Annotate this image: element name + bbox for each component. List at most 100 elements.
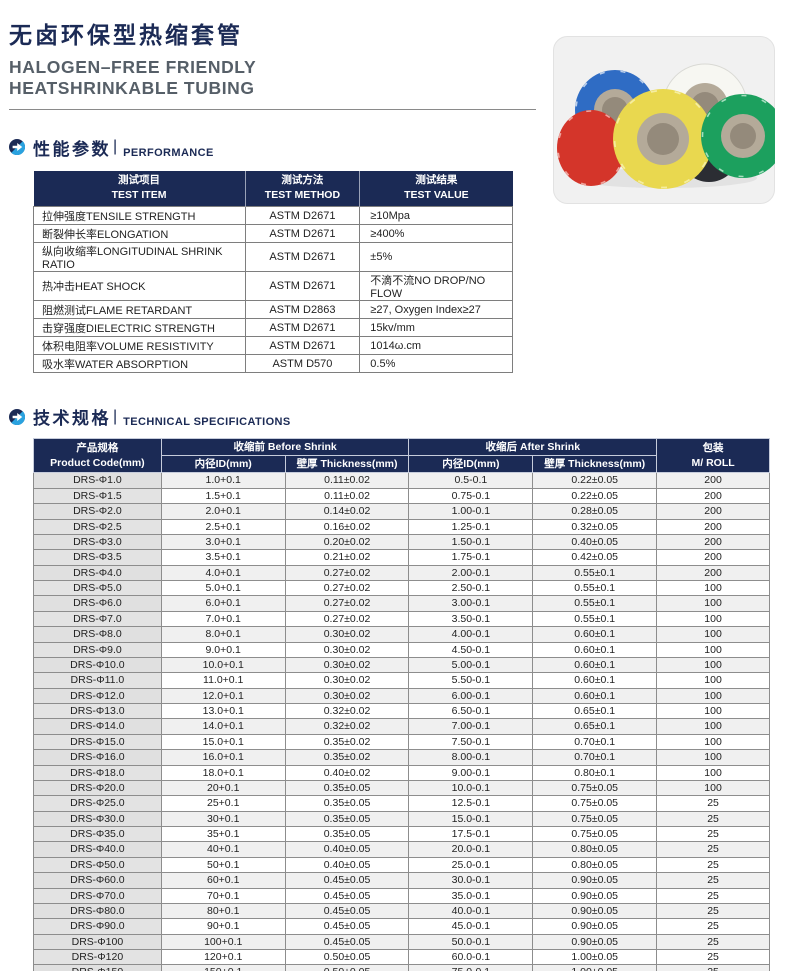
header-cn: 产品规格 bbox=[76, 442, 119, 455]
before-id-cell: 9.0+0.1 bbox=[160, 641, 286, 658]
product-code-cell: DRS-Φ11.0 bbox=[33, 672, 162, 689]
after-id-cell: 1.75-0.1 bbox=[408, 549, 534, 566]
before-thickness-cell: 0.40±0.05 bbox=[284, 841, 410, 858]
header-en: TEST METHOD bbox=[264, 188, 341, 201]
header-cn: 测试方法 bbox=[281, 173, 324, 186]
after-id-cell: 15.0-0.1 bbox=[408, 810, 534, 828]
page-title: 无卤环保型热缩套管 bbox=[9, 22, 243, 48]
before-id-cell: 1.5+0.1 bbox=[160, 487, 286, 505]
before-thickness-cell: 0.27±0.02 bbox=[284, 580, 410, 597]
test-value-cell: 15kv/mm bbox=[359, 318, 513, 338]
before-id-cell: 13.0+0.1 bbox=[160, 703, 286, 720]
performance-table: 测试项目 TEST ITEM 测试方法 TEST METHOD 测试结果 TES… bbox=[33, 170, 513, 374]
spec-row: DRS-Φ2.5 2.5+0.1 0.16±0.02 1.25-0.1 0.32… bbox=[33, 518, 770, 535]
roll-cell: 25 bbox=[656, 933, 770, 951]
after-id-cell: 7.00-0.1 bbox=[408, 718, 534, 735]
after-thickness-cell: 0.22±0.05 bbox=[532, 487, 658, 505]
roll-cell: 25 bbox=[656, 872, 770, 889]
product-code-cell: DRS-Φ25.0 bbox=[33, 795, 162, 812]
before-id-cell: 35+0.1 bbox=[160, 826, 286, 843]
roll-cell: 200 bbox=[656, 472, 770, 489]
col-header-product-code: 产品规格 Product Code(mm) bbox=[33, 438, 162, 474]
spec-row: DRS-Φ15.0 15.0+0.1 0.35±0.02 7.50-0.1 0.… bbox=[33, 733, 770, 751]
after-thickness-cell: 0.60±0.1 bbox=[532, 641, 658, 658]
before-thickness-cell: 0.35±0.05 bbox=[284, 779, 410, 797]
performance-section-header: 性能参数 | PERFORMANCE bbox=[9, 135, 800, 160]
performance-row: 阻燃测试FLAME RETARDANT ASTM D2863 ≥27, Oxyg… bbox=[33, 300, 513, 320]
subtitle-line-2: HEATSHRINKABLE TUBING bbox=[9, 78, 255, 99]
before-thickness-cell: 0.35±0.05 bbox=[284, 826, 410, 843]
after-id-cell: 5.50-0.1 bbox=[408, 672, 534, 689]
after-id-cell: 12.5-0.1 bbox=[408, 795, 534, 812]
spec-row: DRS-Φ90.0 90+0.1 0.45±0.05 45.0-0.1 0.90… bbox=[33, 918, 770, 935]
before-thickness-cell: 0.11±0.02 bbox=[284, 472, 410, 489]
performance-title-cn: 性能参数 bbox=[33, 139, 111, 159]
after-thickness-cell: 0.65±0.1 bbox=[532, 703, 658, 720]
product-code-cell: DRS-Φ60.0 bbox=[33, 872, 162, 889]
before-id-cell: 10.0+0.1 bbox=[160, 656, 286, 674]
before-id-cell: 3.5+0.1 bbox=[160, 549, 286, 566]
before-thickness-cell: 0.27±0.02 bbox=[284, 595, 410, 612]
product-code-cell: DRS-Φ9.0 bbox=[33, 641, 162, 658]
before-thickness-cell: 0.21±0.02 bbox=[284, 549, 410, 566]
product-code-cell: DRS-Φ30.0 bbox=[33, 810, 162, 828]
before-thickness-cell: 0.45±0.05 bbox=[284, 918, 410, 935]
group-header-after-shrink: 收缩后 After Shrink bbox=[408, 438, 658, 457]
after-thickness-cell: 1.00±0.05 bbox=[532, 949, 658, 966]
performance-row: 击穿强度DIELECTRIC STRENGTH ASTM D2671 15kv/… bbox=[33, 318, 513, 338]
test-value-cell: ≥10Mpa bbox=[359, 206, 513, 226]
before-thickness-cell: 0.40±0.05 bbox=[284, 856, 410, 874]
after-thickness-cell: 0.60±0.1 bbox=[532, 687, 658, 705]
test-method-cell: ASTM D2671 bbox=[244, 224, 361, 244]
test-value-cell: 不滴不流NO DROP/NO FLOW bbox=[359, 271, 513, 302]
spec-row: DRS-Φ150 150+0.1 0.50±0.05 75.0-0.1 1.00… bbox=[33, 964, 770, 971]
spec-table-body: DRS-Φ1.0 1.0+0.1 0.11±0.02 0.5-0.1 0.22±… bbox=[33, 472, 770, 971]
after-id-cell: 20.0-0.1 bbox=[408, 841, 534, 858]
before-id-cell: 2.5+0.1 bbox=[160, 518, 286, 535]
after-id-cell: 8.00-0.1 bbox=[408, 749, 534, 766]
spec-row: DRS-Φ18.0 18.0+0.1 0.40±0.02 9.00-0.1 0.… bbox=[33, 764, 770, 781]
after-thickness-cell: 0.55±0.1 bbox=[532, 610, 658, 628]
after-id-cell: 3.50-0.1 bbox=[408, 610, 534, 628]
spec-row: DRS-Φ100 100+0.1 0.45±0.05 50.0-0.1 0.90… bbox=[33, 933, 770, 951]
before-thickness-cell: 0.35±0.02 bbox=[284, 749, 410, 766]
performance-row: 热冲击HEAT SHOCK ASTM D2671 不滴不流NO DROP/NO … bbox=[33, 271, 513, 302]
product-photo bbox=[553, 36, 785, 204]
product-code-cell: DRS-Φ5.0 bbox=[33, 580, 162, 597]
roll-cell: 25 bbox=[656, 964, 770, 971]
roll-cell: 200 bbox=[656, 533, 770, 551]
product-code-cell: DRS-Φ150 bbox=[33, 964, 162, 971]
spec-row: DRS-Φ40.0 40+0.1 0.40±0.05 20.0-0.1 0.80… bbox=[33, 841, 770, 858]
test-item-cell: 吸水率WATER ABSORPTION bbox=[33, 354, 246, 374]
after-id-cell: 10.0-0.1 bbox=[408, 779, 534, 797]
performance-row: 断裂伸长率ELONGATION ASTM D2671 ≥400% bbox=[33, 224, 513, 244]
before-id-cell: 8.0+0.1 bbox=[160, 626, 286, 643]
before-thickness-cell: 0.32±0.02 bbox=[284, 703, 410, 720]
after-thickness-cell: 0.55±0.1 bbox=[532, 595, 658, 612]
before-thickness-cell: 0.11±0.02 bbox=[284, 487, 410, 505]
product-code-cell: DRS-Φ90.0 bbox=[33, 918, 162, 935]
after-thickness-cell: 0.55±0.1 bbox=[532, 564, 658, 582]
after-thickness-cell: 0.90±0.05 bbox=[532, 887, 658, 904]
test-item-cell: 热冲击HEAT SHOCK bbox=[33, 271, 246, 302]
group-header-before-shrink: 收缩前 Before Shrink bbox=[160, 438, 410, 457]
after-thickness-cell: 0.90±0.05 bbox=[532, 872, 658, 889]
performance-row: 吸水率WATER ABSORPTION ASTM D570 0.5% bbox=[33, 354, 513, 374]
test-method-cell: ASTM D2671 bbox=[244, 318, 361, 338]
document-header: 无卤环保型热缩套管 HALOGEN–FREE FRIENDLY HEATSHRI… bbox=[0, 0, 800, 100]
after-id-cell: 40.0-0.1 bbox=[408, 902, 534, 920]
after-thickness-cell: 0.75±0.05 bbox=[532, 810, 658, 828]
roll-cell: 200 bbox=[656, 564, 770, 582]
product-code-cell: DRS-Φ2.0 bbox=[33, 503, 162, 520]
after-thickness-cell: 0.80±0.05 bbox=[532, 841, 658, 858]
before-thickness-cell: 0.32±0.02 bbox=[284, 718, 410, 735]
header-cn: 测试项目 bbox=[118, 173, 161, 186]
header-en: Product Code(mm) bbox=[50, 456, 145, 469]
before-thickness-cell: 0.30±0.02 bbox=[284, 672, 410, 689]
roll-cell: 25 bbox=[656, 795, 770, 812]
product-code-cell: DRS-Φ100 bbox=[33, 933, 162, 951]
after-thickness-cell: 0.40±0.05 bbox=[532, 533, 658, 551]
product-code-cell: DRS-Φ1.0 bbox=[33, 472, 162, 489]
before-thickness-cell: 0.50±0.05 bbox=[284, 964, 410, 971]
after-thickness-cell: 0.60±0.1 bbox=[532, 656, 658, 674]
